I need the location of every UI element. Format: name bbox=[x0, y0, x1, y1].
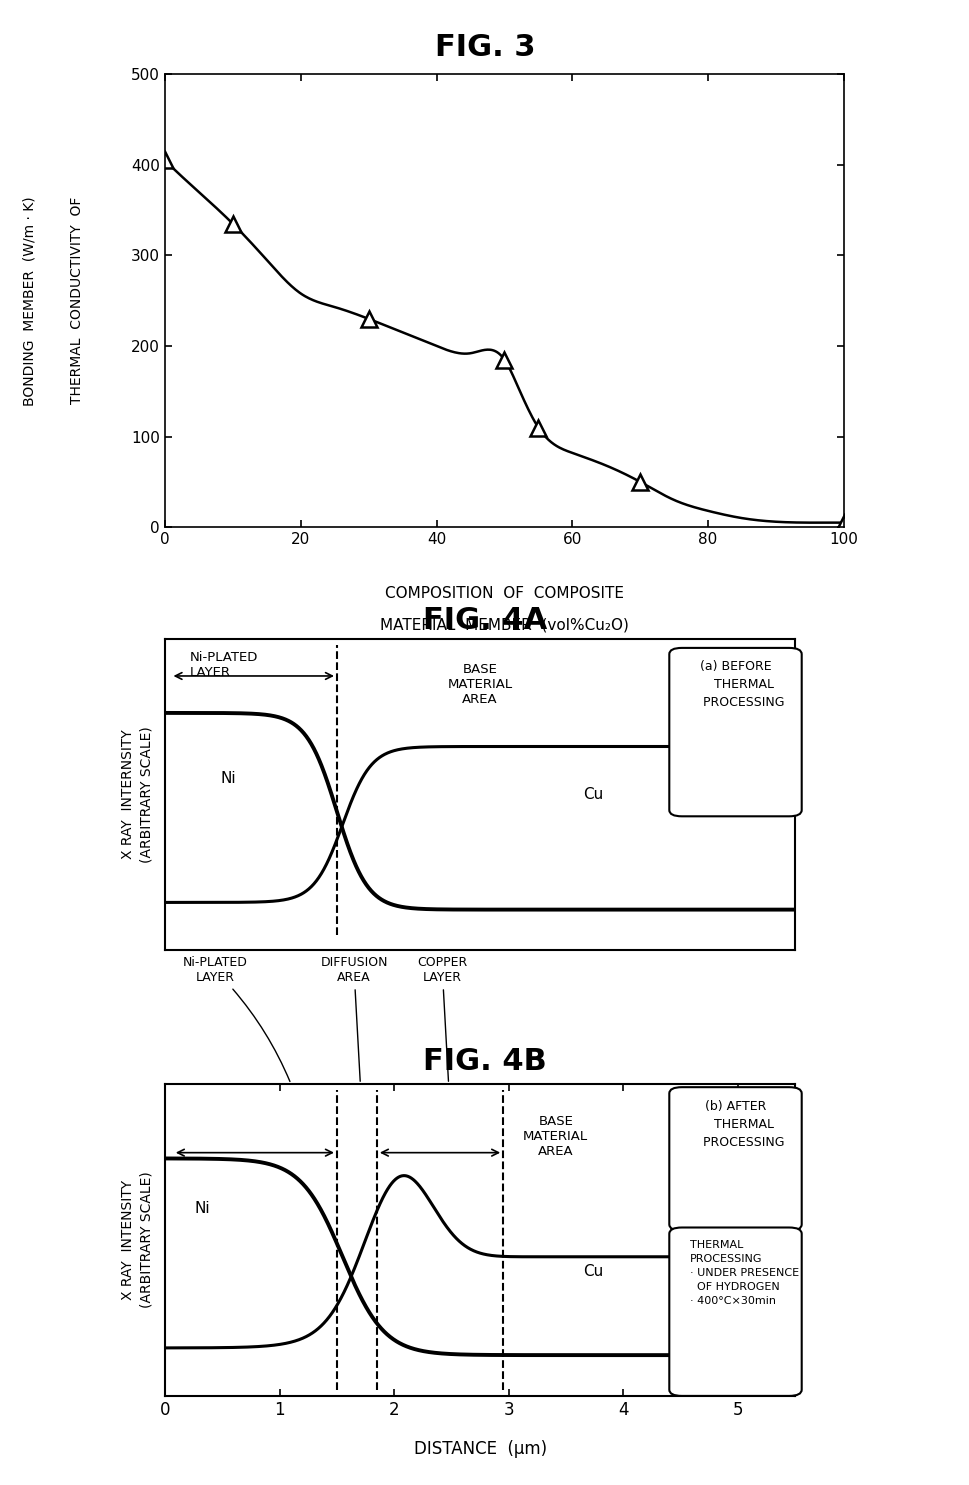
Text: FIG. 4B: FIG. 4B bbox=[422, 1047, 547, 1077]
Text: Ni: Ni bbox=[220, 771, 235, 787]
FancyBboxPatch shape bbox=[669, 647, 800, 817]
Text: DIFFUSION
AREA: DIFFUSION AREA bbox=[320, 956, 388, 1081]
Text: Cu: Cu bbox=[583, 787, 603, 802]
Text: THERMAL  CONDUCTIVITY  OF: THERMAL CONDUCTIVITY OF bbox=[70, 198, 83, 404]
Text: Ni-PLATED
LAYER: Ni-PLATED LAYER bbox=[183, 956, 290, 1081]
Text: COPPER
LAYER: COPPER LAYER bbox=[417, 956, 467, 1081]
Text: DISTANCE  (μm): DISTANCE (μm) bbox=[413, 1439, 547, 1458]
Y-axis label: X RAY  INTERNSITY
(ARBITRARY SCALE): X RAY INTERNSITY (ARBITRARY SCALE) bbox=[121, 726, 154, 863]
Text: FIG. 3: FIG. 3 bbox=[434, 33, 535, 62]
Text: BASE
MATERIAL
AREA: BASE MATERIAL AREA bbox=[522, 1115, 588, 1158]
FancyBboxPatch shape bbox=[669, 1228, 800, 1396]
Text: THERMAL
PROCESSING
· UNDER PRESENCE
  OF HYDROGEN
· 400°C×30min: THERMAL PROCESSING · UNDER PRESENCE OF H… bbox=[689, 1240, 798, 1305]
Text: COMPOSITION  OF  COMPOSITE: COMPOSITION OF COMPOSITE bbox=[385, 587, 623, 601]
FancyBboxPatch shape bbox=[669, 1087, 800, 1231]
Text: Cu: Cu bbox=[583, 1264, 603, 1279]
Text: Ni: Ni bbox=[195, 1201, 210, 1216]
Y-axis label: X RAY  INTENSITY
(ARBITRARY SCALE): X RAY INTENSITY (ARBITRARY SCALE) bbox=[121, 1172, 154, 1308]
Text: BONDING  MEMBER  (W/m · K): BONDING MEMBER (W/m · K) bbox=[22, 196, 36, 405]
Text: FIG. 4A: FIG. 4A bbox=[422, 606, 547, 636]
Text: MATERIAL  MEMBER  (vol%Cu₂O): MATERIAL MEMBER (vol%Cu₂O) bbox=[380, 618, 628, 633]
Text: (a) BEFORE
    THERMAL
    PROCESSING: (a) BEFORE THERMAL PROCESSING bbox=[686, 661, 784, 710]
Text: Ni-PLATED
LAYER: Ni-PLATED LAYER bbox=[190, 650, 258, 679]
Text: BASE
MATERIAL
AREA: BASE MATERIAL AREA bbox=[447, 664, 513, 707]
Text: (b) AFTER
    THERMAL
    PROCESSING: (b) AFTER THERMAL PROCESSING bbox=[686, 1099, 784, 1148]
